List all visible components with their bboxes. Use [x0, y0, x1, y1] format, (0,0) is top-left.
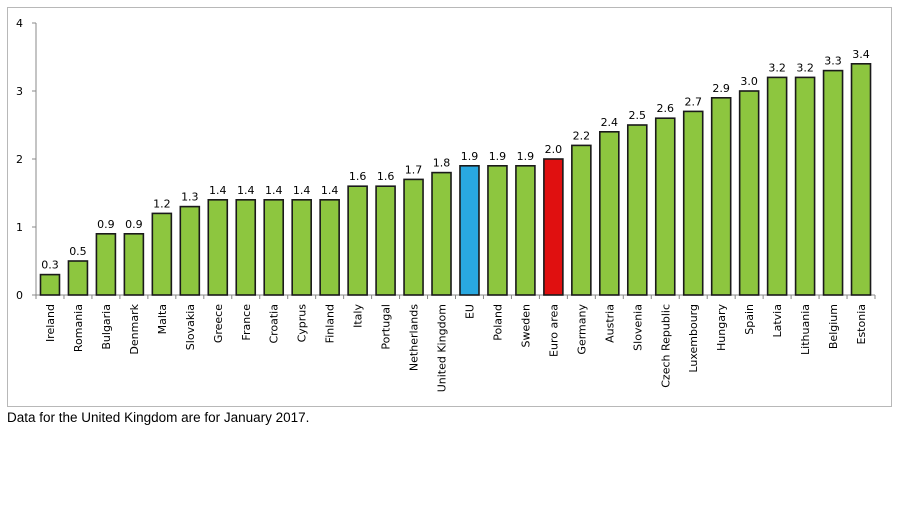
data-label: 1.9: [517, 150, 535, 163]
category-label: Hungary: [715, 304, 728, 351]
category-label: Czech Republic: [659, 304, 672, 388]
data-label: 1.6: [349, 170, 367, 183]
category-label: Luxembourg: [687, 304, 700, 373]
bar-lithuania: [794, 76, 816, 296]
category-label: Germany: [575, 304, 588, 355]
category-label: EU: [463, 304, 476, 319]
bar-netherlands: [403, 178, 424, 296]
data-label: 0.9: [97, 218, 115, 231]
category-label: Greece: [212, 304, 225, 343]
bar-germany: [571, 144, 592, 296]
bar-slovakia: [179, 205, 201, 296]
data-label: 3.3: [824, 55, 842, 68]
bar-chart: 0 1 2 3 4 0.3 Ireland 0.5 Romania 0.9 Bulgaria 0.9 D…: [16, 17, 876, 392]
category-label: Ireland: [44, 304, 57, 342]
data-label: 1.4: [293, 184, 311, 197]
bar-slovenia: [626, 124, 648, 296]
category-label: Finland: [324, 304, 337, 343]
category-label: Estonia: [855, 304, 868, 345]
bar-denmark: [123, 233, 145, 296]
bar-italy: [347, 185, 368, 296]
bar-portugal: [375, 185, 396, 296]
y-tick-label: 3: [16, 85, 23, 98]
data-label: 1.4: [321, 184, 339, 197]
category-label: Latvia: [771, 304, 784, 338]
data-label: 1.9: [461, 150, 479, 163]
data-label: 1.6: [377, 170, 395, 183]
chart-frame: [7, 7, 892, 407]
category-label: Denmark: [128, 303, 141, 354]
bar-romania: [67, 260, 89, 296]
category-label: France: [240, 304, 253, 341]
bar-hungary: [710, 97, 732, 296]
bar-euro-area: [543, 158, 564, 296]
bar-united-kingdom: [431, 171, 452, 296]
data-label: 2.2: [573, 129, 591, 142]
category-label: Croatia: [268, 304, 281, 344]
data-label: 1.3: [181, 191, 199, 204]
bar-eu: [459, 165, 480, 296]
data-label: 0.5: [69, 245, 87, 258]
y-tick-label: 4: [16, 17, 23, 30]
y-tick-label: 2: [16, 153, 23, 166]
bar-croatia: [263, 199, 285, 296]
bar-estonia: [850, 62, 872, 296]
data-label: 1.9: [489, 150, 507, 163]
category-label: Slovenia: [631, 304, 644, 351]
category-label: Spain: [743, 304, 756, 335]
bar-luxembourg: [682, 110, 704, 296]
data-label: 3.0: [740, 75, 758, 88]
category-label: Netherlands: [408, 304, 421, 371]
bar-sweden: [515, 165, 536, 296]
footnote: Data for the United Kingdom are for Janu…: [7, 410, 310, 425]
y-tick-label: 0: [16, 289, 23, 302]
bar-cyprus: [291, 199, 312, 296]
bar-france: [235, 199, 257, 296]
data-label: 1.4: [265, 184, 283, 197]
category-label: Euro area: [547, 304, 560, 357]
bar-czech-republic: [654, 117, 676, 296]
data-label: 1.4: [209, 184, 227, 197]
category-label: Cyprus: [296, 304, 309, 343]
bar-belgium: [822, 69, 844, 296]
data-label: 1.7: [405, 163, 423, 176]
data-label: 0.3: [41, 259, 59, 272]
data-label: 1.4: [237, 184, 255, 197]
category-label: Bulgaria: [100, 304, 113, 350]
category-label: Poland: [491, 304, 504, 341]
data-label: 2.7: [684, 95, 702, 108]
category-label: Portugal: [380, 304, 393, 350]
data-label: 3.2: [768, 61, 786, 74]
data-label: 2.0: [545, 143, 563, 156]
category-label: Slovakia: [184, 304, 197, 350]
y-tick-label: 1: [16, 221, 23, 234]
bar-malta: [151, 212, 173, 296]
category-label: Austria: [603, 304, 616, 343]
category-label: Italy: [352, 304, 365, 328]
data-label: 2.5: [629, 109, 647, 122]
bar-poland: [487, 165, 508, 296]
data-label: 1.2: [153, 197, 171, 210]
bar-greece: [207, 199, 229, 296]
category-label: Belgium: [827, 304, 840, 349]
category-label: Lithuania: [799, 304, 812, 355]
data-label: 1.8: [433, 157, 451, 170]
category-label: Sweden: [519, 304, 532, 347]
bar-latvia: [766, 76, 788, 296]
category-label: United Kingdom: [436, 304, 449, 392]
bar-ireland: [39, 273, 61, 296]
data-label: 2.4: [601, 116, 619, 129]
category-label: Romania: [72, 304, 85, 352]
data-label: 2.6: [657, 102, 675, 115]
data-label: 3.4: [852, 48, 870, 61]
data-label: 2.9: [712, 82, 730, 95]
bar-austria: [599, 131, 620, 296]
data-label: 3.2: [796, 61, 814, 74]
bar-bulgaria: [95, 233, 117, 296]
bar-spain: [738, 90, 760, 296]
category-label: Malta: [156, 304, 169, 334]
data-label: 0.9: [125, 218, 143, 231]
bar-finland: [319, 199, 340, 296]
